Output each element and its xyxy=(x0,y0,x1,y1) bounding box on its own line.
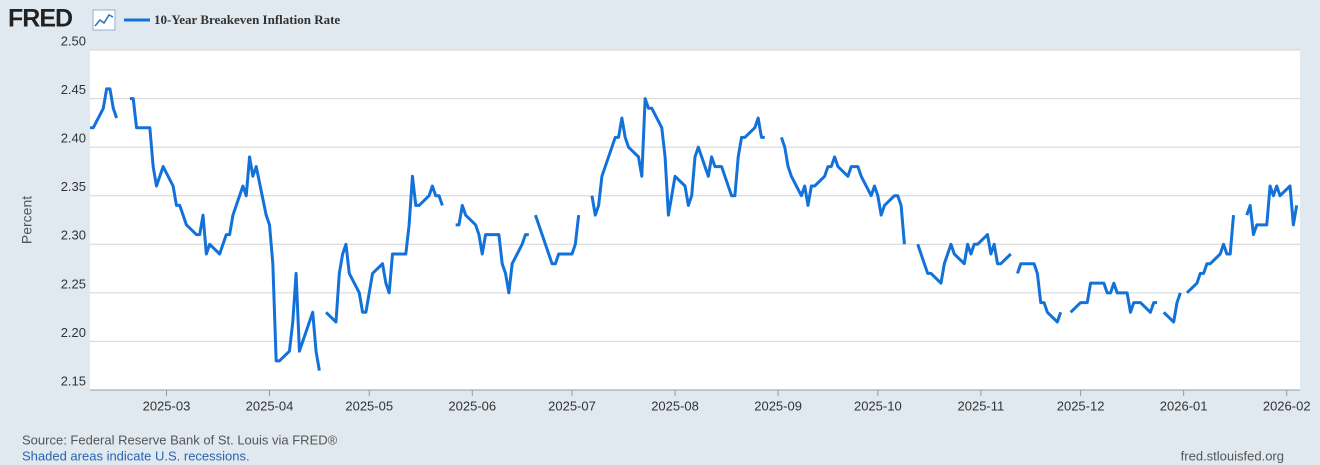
x-tick-label: 2026-02 xyxy=(1263,398,1311,413)
legend-label: 10-Year Breakeven Inflation Rate xyxy=(154,12,340,27)
x-tick-label: 2025-07 xyxy=(548,398,596,413)
x-tick-label: 2025-04 xyxy=(246,398,294,413)
legend-item: 10-Year Breakeven Inflation Rate xyxy=(124,12,340,27)
y-tick-label: 2.25 xyxy=(61,276,86,291)
x-tick-label: 2025-08 xyxy=(651,398,699,413)
x-tick-label: 2025-03 xyxy=(143,398,191,413)
plot-area xyxy=(90,50,1300,390)
source: Source: Federal Reserve Bank of St. Loui… xyxy=(22,432,338,447)
logo[interactable]: FRED xyxy=(8,5,73,33)
data-line xyxy=(90,87,1299,371)
x-tick-label: 2025-05 xyxy=(345,398,393,413)
y-axis-label: Percent xyxy=(19,196,35,244)
y-tick-label: 2.35 xyxy=(61,179,86,194)
y-tick-label: 2.45 xyxy=(61,82,86,97)
x-tick-label: 2025-09 xyxy=(754,398,802,413)
y-tick-label: 2.50 xyxy=(61,33,86,48)
x-tick-label: 2026-01 xyxy=(1160,398,1208,413)
logo-icon xyxy=(92,9,116,31)
y-tick-label: 2.40 xyxy=(61,131,86,146)
x-tick-label: 2025-11 xyxy=(958,398,1005,413)
recession-note[interactable]: Shaded areas indicate U.S. recessions. xyxy=(22,448,250,463)
y-tick-label: 2.30 xyxy=(61,228,86,243)
x-tick-label: 2025-12 xyxy=(1057,398,1105,413)
y-tick-label: 2.15 xyxy=(61,373,86,388)
site-link[interactable]: fred.stlouisfed.org xyxy=(1181,448,1284,463)
y-tick-label: 2.20 xyxy=(61,325,86,340)
x-tick-label: 2025-10 xyxy=(854,398,902,413)
x-tick-label: 2025-06 xyxy=(448,398,496,413)
